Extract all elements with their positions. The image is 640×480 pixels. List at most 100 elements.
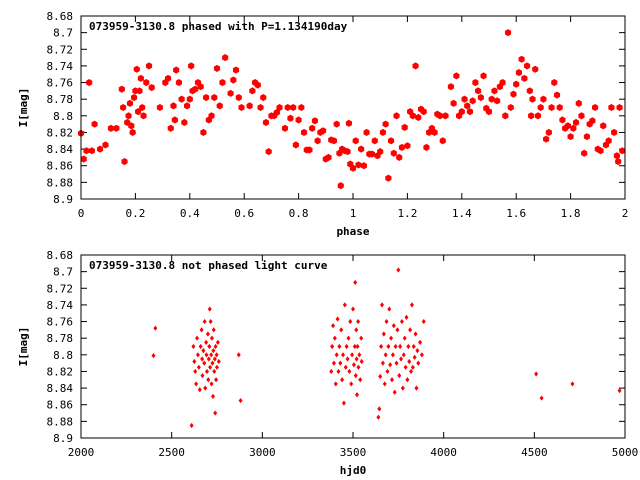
unphased-data-point	[411, 343, 416, 350]
unphased-data-point	[207, 343, 212, 350]
unphased-data-point	[398, 343, 403, 350]
unphased-data-point	[348, 318, 353, 325]
unphased-data-point	[151, 353, 156, 359]
unphased-data-point	[193, 368, 198, 375]
unphased-data-point	[333, 381, 338, 387]
unphased-y-tick-label: 8.82	[47, 365, 74, 378]
phased-data-point	[197, 83, 204, 91]
phased-x-tick-label: 0.4	[180, 207, 200, 220]
phased-data-point	[613, 152, 620, 160]
phased-data-point	[265, 148, 272, 156]
unphased-data-point	[419, 352, 424, 358]
phased-data-point	[453, 72, 460, 80]
unphased-light-curve-panel: 8.68 8.7 8.72 8.74 8.76 8.78 8.8 8.82 8.84 8.86 8.…	[17, 249, 638, 477]
unphased-data-point	[341, 400, 346, 406]
unphased-data-point	[412, 354, 417, 360]
unphased-data-point	[341, 352, 346, 358]
unphased-data-point	[211, 393, 216, 400]
phased-y-axis-label: I[mag]	[17, 88, 30, 128]
unphased-x-axis-label: hjd0	[340, 464, 367, 477]
unphased-data-point	[358, 377, 363, 383]
phased-data-point	[371, 137, 378, 145]
unphased-data-point	[405, 377, 410, 383]
phased-data-point	[262, 118, 270, 127]
unphased-data-point	[386, 343, 391, 350]
phased-x-tick-label: 1	[350, 207, 357, 220]
phased-data-point	[436, 112, 444, 120]
unphased-data-point	[191, 343, 196, 350]
unphased-y-axis-label: I[mag]	[17, 327, 30, 367]
unphased-data-point	[212, 356, 217, 362]
phased-data-point	[393, 112, 400, 120]
phased-data-point	[559, 116, 566, 124]
phased-data-point	[532, 65, 539, 73]
unphased-data-point	[396, 267, 401, 273]
phased-data-point	[254, 81, 261, 89]
phased-x-tick-label: 0.8	[289, 207, 309, 220]
unphased-data-point	[200, 356, 205, 362]
phased-x-tick-label: 0.6	[234, 207, 254, 220]
phased-data-point	[570, 124, 577, 132]
phased-light-curve-panel: 8.68 8.7 8.72 8.74 8.76 8.78 8.8 8.82 8.84 8.86 8.…	[17, 10, 628, 238]
phased-data-point	[125, 112, 132, 120]
phased-data-point	[379, 128, 386, 136]
unphased-data-point	[410, 364, 415, 370]
phased-data-point	[420, 108, 427, 116]
phased-data-point	[616, 103, 623, 112]
unphased-data-point	[388, 362, 393, 368]
unphased-data-point	[414, 385, 419, 391]
unphased-data-point	[334, 352, 339, 358]
unphased-data-point	[214, 352, 219, 358]
unphased-data-point	[418, 339, 423, 345]
unphased-data-point	[345, 356, 350, 362]
unphased-data-point	[212, 368, 217, 375]
unphased-y-tick-label: 8.84	[47, 382, 74, 395]
unphased-data-point	[353, 373, 358, 379]
unphased-data-point	[394, 360, 399, 366]
phased-data-point	[611, 128, 618, 136]
phased-data-point	[284, 103, 291, 112]
phased-data-point	[553, 91, 561, 99]
phased-data-point	[540, 95, 547, 103]
phased-y-tick-label: 8.76	[47, 77, 74, 90]
unphased-data-point	[335, 316, 340, 322]
phased-x-tick-label: 1.8	[561, 207, 581, 220]
unphased-data-point	[202, 360, 207, 366]
unphased-data-point	[380, 360, 385, 366]
phased-data-point	[619, 147, 626, 155]
unphased-x-tick-label: 4500	[521, 446, 548, 459]
phased-data-point	[510, 90, 517, 98]
phased-data-point	[469, 97, 476, 105]
unphased-data-point	[359, 335, 364, 341]
phased-data-point	[355, 161, 362, 169]
unphased-data-point	[329, 368, 334, 375]
phased-data-point	[358, 145, 365, 153]
unphased-data-point	[210, 360, 215, 366]
phased-data-point	[281, 124, 289, 132]
phased-data-point	[526, 87, 533, 95]
phased-data-point	[139, 103, 146, 112]
phased-data-point	[461, 95, 468, 103]
phased-data-point	[86, 79, 93, 87]
phased-data-point	[130, 93, 138, 102]
unphased-y-tick-label: 8.86	[47, 399, 74, 412]
phased-y-tick-labels: 8.68 8.7 8.72 8.74 8.76 8.78 8.8 8.82 8.84 8.86 8.…	[47, 10, 74, 206]
unphased-data-point	[200, 373, 205, 379]
phased-x-tick-label: 0	[78, 207, 85, 220]
phased-data-point	[295, 116, 302, 124]
phased-data-point	[534, 112, 542, 120]
unphased-data-point	[350, 352, 355, 358]
phased-data-point	[298, 103, 305, 112]
phased-data-point	[507, 103, 514, 112]
phased-data-point	[156, 103, 163, 112]
unphased-data-point	[211, 327, 216, 333]
unphased-data-point	[208, 364, 213, 370]
unphased-data-point	[205, 368, 210, 375]
phased-data-point	[345, 119, 352, 127]
phased-data-point	[188, 62, 195, 70]
phased-data-point	[480, 72, 487, 80]
phased-data-point	[488, 95, 495, 103]
phased-y-tick-label: 8.78	[47, 93, 74, 106]
phased-data-point	[330, 137, 338, 145]
